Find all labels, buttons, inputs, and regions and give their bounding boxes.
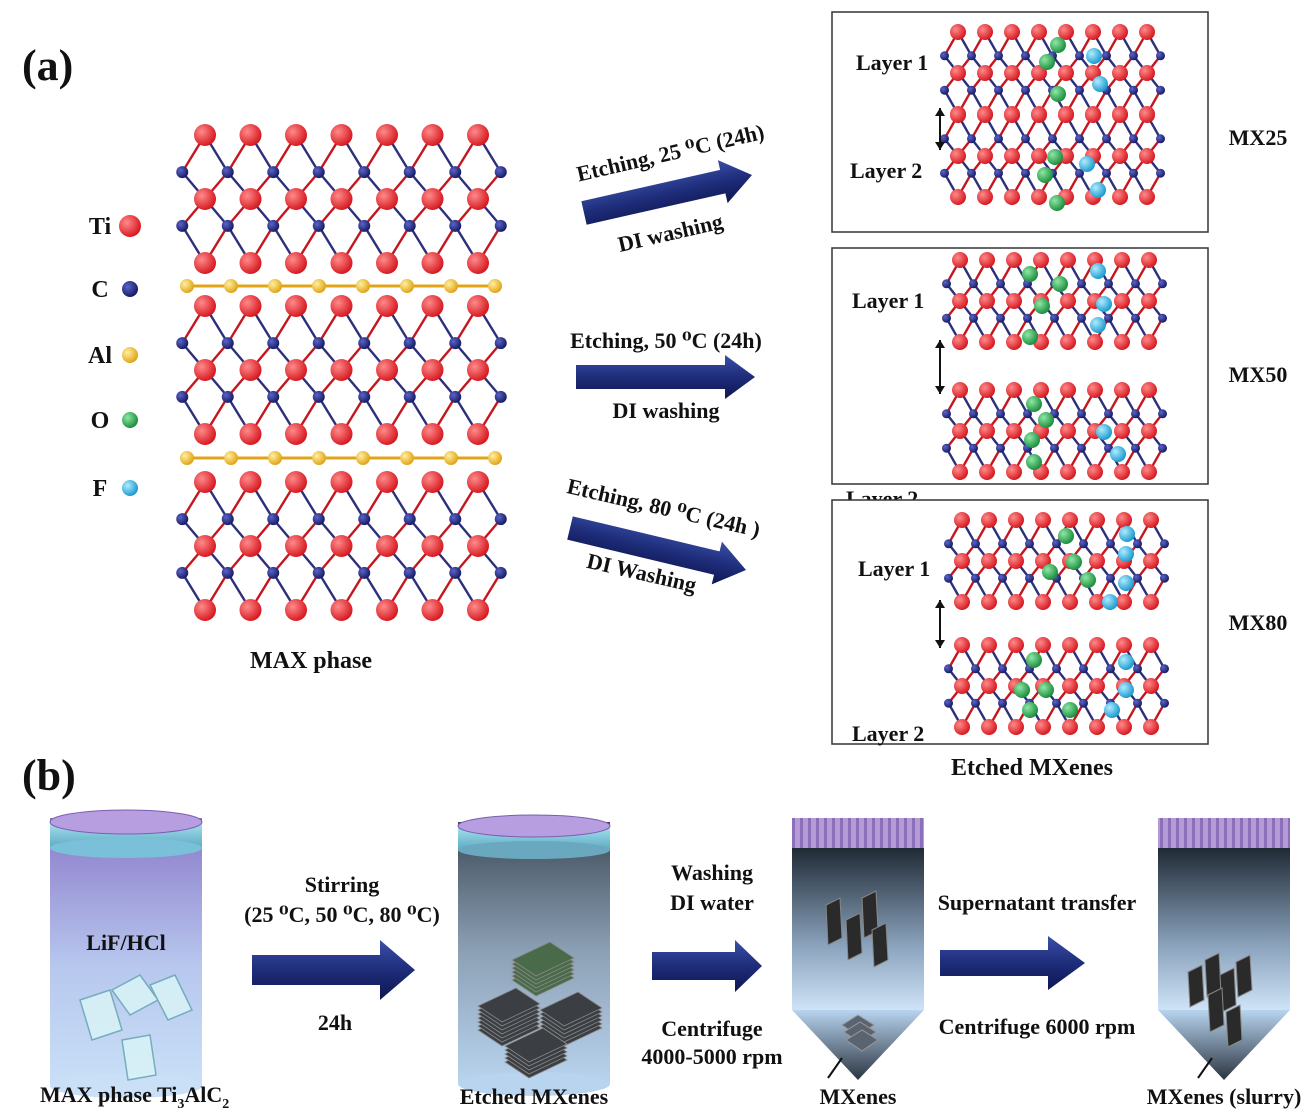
etch-arrow-3 (567, 516, 747, 585)
centrifuge-label-2: Centrifuge 6000 rpm (939, 1014, 1136, 1039)
etch-arrow-label-2: Etching, 50 ⁰C (24h) (570, 328, 762, 353)
lif-hcl-label: LiF/HCl (86, 930, 165, 955)
legend-swatch-f (122, 480, 138, 496)
legend-label-o: O (91, 408, 110, 434)
di-water-label: DI water (670, 890, 754, 915)
product-box-3: Layer 1 Layer 2 (831, 499, 1209, 746)
product-box-1: Layer 1 Layer 2 (831, 11, 1209, 233)
centrifuge-label-1: Centrifuge (661, 1016, 763, 1041)
washing-label: Washing (671, 860, 753, 885)
mxenes-slurry-label: MXenes (slurry) (1147, 1084, 1302, 1109)
panel-b-tag: (b) (22, 751, 76, 800)
layer1-label-3: Layer 1 (858, 556, 930, 581)
washing-arrow (652, 940, 762, 992)
stirring-label: Stirring (305, 872, 380, 897)
mxenes-tube-label: MXenes (820, 1084, 897, 1109)
layer2-label-1: Layer 2 (850, 158, 922, 183)
layer2-label-3: Layer 2 (852, 721, 924, 746)
centrifuge-tube-2 (1158, 818, 1290, 1080)
etch-arrow-sublabel-2: DI washing (613, 398, 720, 423)
max-phase-ti3alc2-label: MAX phase Ti3AlC2 (40, 1082, 229, 1109)
legend-label-f: F (93, 476, 108, 502)
stirring-temps-label: (25 ⁰C, 50 ⁰C, 80 ⁰C) (244, 902, 440, 927)
product-name-2: MX50 (1229, 362, 1288, 387)
etched-beaker (457, 814, 611, 1096)
layer1-label-2: Layer 1 (852, 288, 924, 313)
max-phase-lattice (176, 124, 507, 621)
legend-label-ti: Ti (89, 214, 112, 240)
legend-swatch-c (122, 281, 138, 297)
max-phase-beaker (49, 809, 203, 1098)
etch-arrow-sublabel-1: DI washing (615, 208, 725, 256)
stirring-arrow (252, 940, 415, 1000)
atom-legend: Ti C Al O F (88, 214, 141, 502)
centrifuge-speed-label-1: 4000-5000 rpm (641, 1044, 782, 1069)
layer1-label-1: Layer 1 (856, 50, 928, 75)
legend-label-al: Al (88, 343, 112, 369)
legend-swatch-o (122, 412, 138, 428)
etched-products: Layer 1 Layer 2 MX25 Layer 1 Layer 2 MX50 Laye… (831, 11, 1288, 746)
product-name-1: MX25 (1229, 125, 1288, 150)
legend-swatch-al (122, 347, 138, 363)
supernatant-label: Supernatant transfer (938, 890, 1137, 915)
legend-label-c: C (91, 277, 108, 303)
etched-mxenes-beaker-label: Etched MXenes (460, 1084, 609, 1109)
max-phase-label: MAX phase (250, 648, 372, 674)
etch-arrow-2 (576, 355, 755, 399)
etched-mxenes-label: Etched MXenes (951, 755, 1113, 781)
supernatant-arrow (940, 936, 1085, 990)
centrifuge-tube-1 (792, 818, 924, 1080)
product-name-3: MX80 (1229, 610, 1288, 635)
legend-swatch-ti (119, 215, 141, 237)
etch-arrow-1 (581, 160, 753, 225)
stirring-time-label: 24h (318, 1010, 352, 1035)
panel-a-tag: (a) (22, 41, 73, 90)
